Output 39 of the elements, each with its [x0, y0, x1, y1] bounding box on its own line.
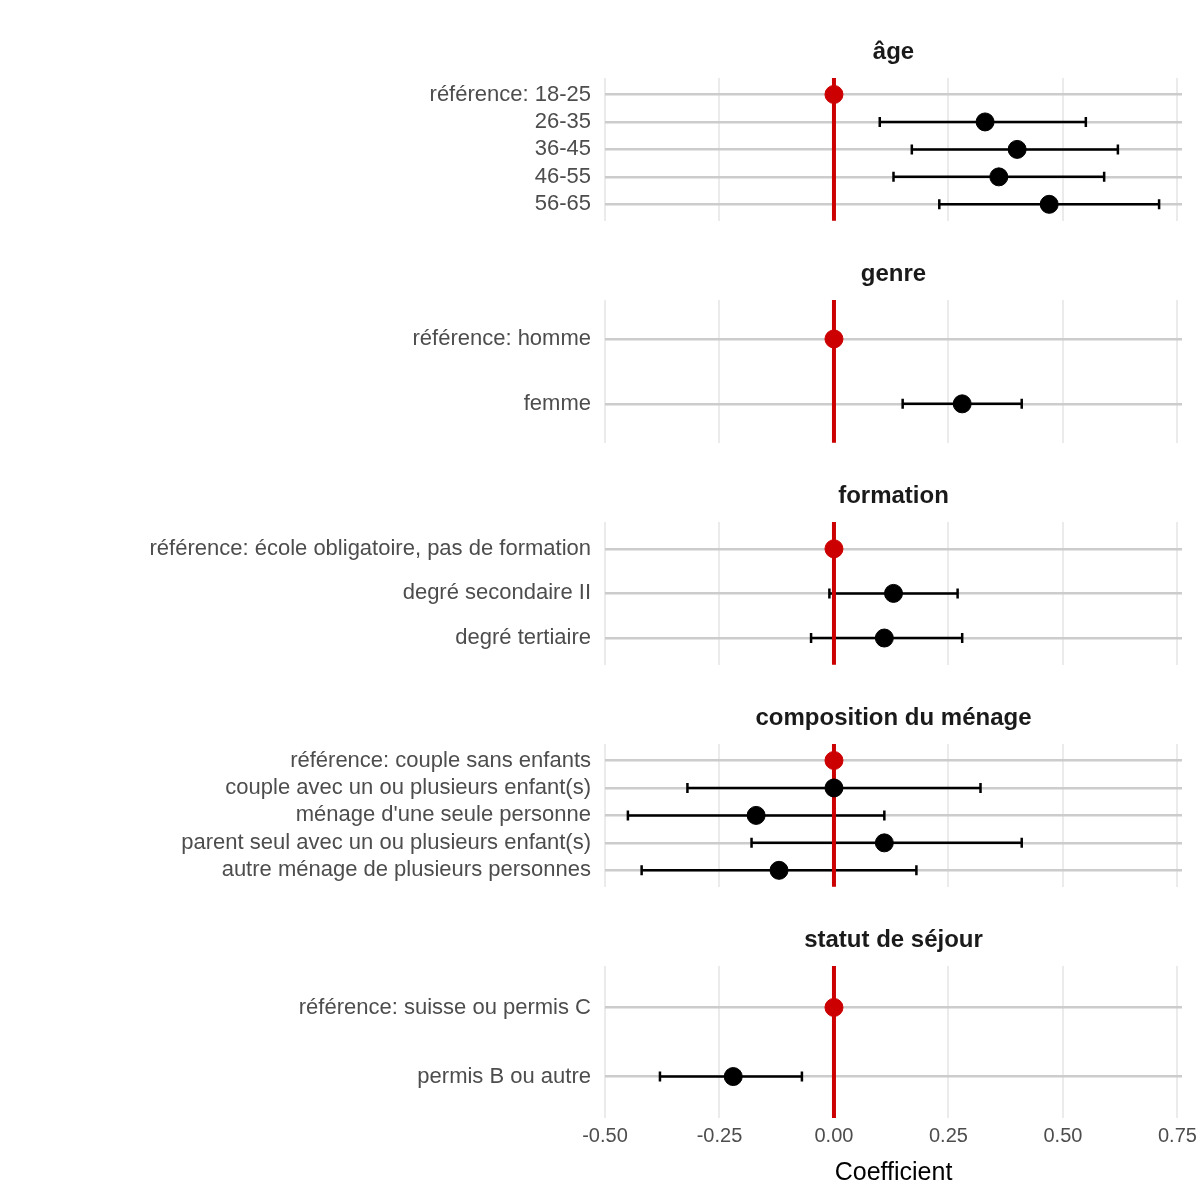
- point: [824, 750, 844, 770]
- y-tick-label: référence: suisse ou permis C: [298, 993, 592, 1019]
- y-tick-label: degré tertiaire: [455, 624, 591, 650]
- y-tick-label: référence: école obligatoire, pas de formation: [149, 534, 591, 560]
- chart-title: âge: [872, 36, 915, 64]
- y-tick-label: couple avec un ou plusieurs enfant(s): [225, 774, 591, 799]
- point: [1007, 139, 1027, 159]
- y-tick-label: 36-45: [534, 135, 591, 161]
- y-tick-label: 56-65: [534, 190, 591, 216]
- chart-title: statut de séjour: [804, 924, 983, 952]
- y-tick-label: permis B ou autre: [417, 1062, 591, 1088]
- y-tick-label: femme: [523, 389, 591, 415]
- chart-title: composition du ménage: [755, 702, 1032, 730]
- x-axis-title: Coefficient: [834, 1156, 953, 1185]
- point: [989, 167, 1009, 187]
- y-tick-label: 46-55: [534, 162, 591, 188]
- y-tick-label: autre ménage de plusieurs personnes: [221, 856, 591, 882]
- y-tick-label: degré secondaire II: [402, 579, 591, 605]
- y-tick-label: référence: homme: [412, 325, 591, 351]
- x-tick-label: -0.50: [582, 1123, 628, 1146]
- chart-title: formation: [838, 480, 949, 508]
- x-tick-label: -0.25: [696, 1123, 743, 1146]
- chart-title: genre: [860, 258, 927, 286]
- y-tick-label: référence: 18-25: [429, 80, 591, 106]
- point: [824, 778, 844, 798]
- x-tick-label: 0.00: [814, 1123, 854, 1146]
- point: [874, 833, 894, 853]
- y-tick-label: 26-35: [534, 108, 591, 133]
- point: [824, 84, 844, 104]
- point: [746, 805, 766, 825]
- x-tick-label: 0.50: [1043, 1123, 1083, 1146]
- y-tick-label: parent seul avec un ou plusieurs enfant(s): [181, 828, 591, 854]
- point: [975, 112, 995, 132]
- x-tick-label: 0.75: [1157, 1123, 1197, 1146]
- point: [769, 860, 789, 880]
- y-tick-label: ménage d'une seule personne: [295, 801, 591, 827]
- y-tick-label: référence: couple sans enfants: [290, 746, 591, 772]
- point: [1039, 194, 1059, 214]
- x-tick-label: 0.25: [928, 1123, 968, 1146]
